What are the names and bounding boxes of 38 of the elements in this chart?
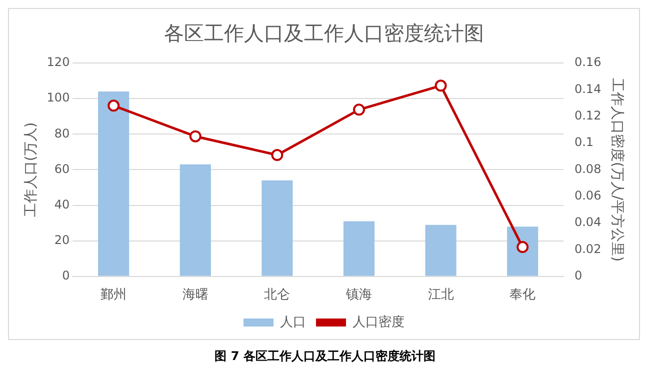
chart-title: 各区工作人口及工作人口密度统计图	[164, 21, 484, 46]
legend-label: 人口	[280, 314, 306, 330]
y-tick-label: 40	[54, 197, 70, 212]
x-tick-label: 北仑	[264, 288, 290, 303]
y2-tick-label: 0.1	[574, 135, 594, 150]
y2-tick-label: 0	[574, 268, 582, 283]
y2-tick-label: 0.16	[574, 55, 602, 70]
x-tick-label: 镇海	[344, 288, 372, 303]
y2-tick-label: 0.04	[574, 215, 602, 230]
y-tick-label: 100	[46, 90, 70, 105]
y2-axis-title: 工作人口密度(万人/平方公里)	[608, 78, 625, 262]
y2-tick-label: 0.08	[574, 162, 602, 176]
point	[271, 149, 284, 162]
y2-tick-label: 0.14	[574, 82, 602, 96]
y-tick-label: 0	[62, 268, 70, 283]
point	[434, 80, 447, 92]
x-tick-label: 海曙	[182, 288, 208, 303]
y-tick-label: 80	[54, 126, 70, 140]
y2-tick-label: 0.06	[574, 188, 602, 202]
bar	[98, 91, 130, 276]
caption: 图 7 各区工作人口及工作人口密度统计图	[214, 348, 436, 365]
point	[352, 104, 365, 116]
bar	[507, 226, 538, 276]
y-axis-title: 工作人口(万人)	[23, 122, 40, 218]
y2-tick-label: 0.12	[574, 108, 602, 122]
y-tick-label: 120	[46, 55, 70, 70]
bar	[180, 164, 211, 276]
point	[108, 100, 120, 112]
x-tick-label: 江北	[428, 288, 454, 303]
y-tick-label: 20	[54, 232, 70, 247]
bar	[262, 180, 293, 276]
y2-tick-label: 0.02	[574, 242, 602, 256]
x-tick-label: 鄞州	[100, 288, 127, 303]
y-tick-label: 60	[54, 162, 70, 176]
point	[189, 130, 202, 142]
x-tick-label: 奉化	[510, 288, 536, 303]
bar	[343, 221, 375, 276]
bar	[425, 224, 456, 276]
